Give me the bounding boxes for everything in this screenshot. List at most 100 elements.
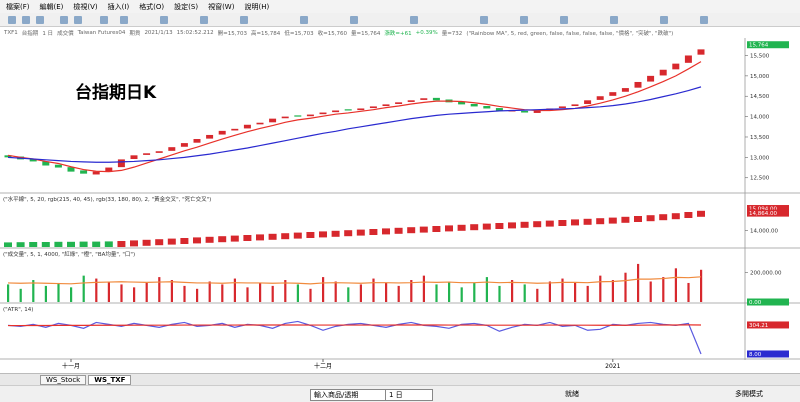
candle (67, 167, 75, 172)
pane: ("成交量", 5, 1, 4000, "紅綠", "橙", "BA均量", "… (3, 250, 789, 306)
x-tick-label: 2021 (605, 363, 620, 370)
symbol-input[interactable]: 輸入商品/透期 (310, 389, 388, 401)
volume-bar (511, 280, 514, 302)
candle (621, 88, 629, 92)
volume-bar (460, 287, 463, 302)
status: 就緒 (565, 390, 579, 398)
tool-icon[interactable] (560, 16, 568, 24)
bar (558, 220, 567, 226)
price-marker (747, 209, 789, 217)
tool-icon[interactable] (74, 16, 82, 24)
bar (29, 242, 38, 247)
tool-icon[interactable] (410, 16, 418, 24)
bar (16, 242, 25, 247)
tool-icon[interactable] (60, 16, 68, 24)
menu-item[interactable]: 插入(I) (107, 2, 130, 11)
candle (571, 104, 579, 107)
volume-bar (95, 278, 98, 302)
menu-item[interactable]: 設定(S) (174, 2, 199, 11)
candle (596, 96, 604, 100)
volume-bar (599, 275, 602, 302)
info-text: ("Rainbow MA", 5, red, green, false, fal… (466, 30, 674, 37)
candle (294, 115, 302, 117)
volume-bar (7, 284, 10, 302)
plot-bg (0, 38, 800, 373)
tool-icon[interactable] (120, 16, 128, 24)
menu-item[interactable]: 說明(H) (244, 2, 270, 11)
bar (356, 229, 365, 236)
menu-bar: 檔案(F) 編輯(E) 檢視(V) 插入(I) 格式(O) 設定(S) 視窗(W) 說明(H) (0, 0, 800, 13)
series-line (7, 320, 702, 355)
volume-bar (523, 284, 526, 302)
info-strip: TXF1 台指期 1 日成交價 Taiwan Futures04 期貨 2021/1/13… (0, 27, 800, 38)
bar (92, 241, 101, 247)
candle (432, 97, 440, 101)
menu-item[interactable]: 視窗(W) (208, 2, 235, 11)
volume-bar (271, 285, 274, 302)
volume-bar (561, 278, 564, 302)
candle (521, 110, 529, 113)
pane-label: ("ATR", 14) (3, 307, 33, 313)
bar (684, 212, 693, 218)
tool-icon[interactable] (36, 16, 44, 24)
volume-bar (485, 277, 488, 302)
tool-icon[interactable] (700, 16, 708, 24)
volume-bar (196, 288, 199, 302)
menu-item[interactable]: 編輯(E) (39, 2, 64, 11)
volume-bar (662, 277, 665, 302)
tool-icon[interactable] (100, 16, 108, 24)
info-text: 低=15,703 (284, 30, 314, 37)
tool-icon[interactable] (610, 16, 618, 24)
menu-item[interactable]: 檔案(F) (6, 2, 30, 11)
menu-item[interactable]: 檢視(V) (73, 2, 98, 11)
candle (193, 139, 201, 143)
tool-icon[interactable] (300, 16, 308, 24)
y-tick-label: 14,500 (750, 94, 770, 100)
tool-icon[interactable] (660, 16, 668, 24)
volume-bar (233, 278, 236, 302)
volume-bar (422, 275, 425, 302)
bar (659, 214, 668, 221)
bar (142, 239, 151, 246)
candle (319, 112, 327, 115)
bar (243, 235, 252, 241)
tool-icon[interactable] (480, 16, 488, 24)
price-marker-label: 14,864.00 (749, 211, 777, 217)
menu-item[interactable]: 格式(O) (139, 2, 165, 11)
bar (67, 241, 75, 247)
volume-bar (158, 277, 161, 302)
tab[interactable]: WS_Stock (40, 374, 87, 385)
bar (331, 230, 340, 237)
candle (458, 101, 466, 105)
pane: ("水平線", 5, 20, rgb(215, 40, 45), rgb(33,… (3, 195, 789, 247)
tool-icon[interactable] (22, 16, 30, 24)
period-select[interactable]: 1 日 (385, 389, 433, 401)
tool-icon[interactable] (240, 16, 248, 24)
tool-icon[interactable] (350, 16, 358, 24)
bar (306, 232, 315, 238)
tool-icon[interactable] (160, 16, 168, 24)
volume-bar (435, 284, 438, 302)
tool-icon[interactable] (520, 16, 528, 24)
candle (672, 63, 680, 70)
candle (117, 159, 125, 168)
tab[interactable]: WS_TXF (88, 374, 132, 385)
bar (470, 224, 479, 231)
price-marker-label: 0.00 (749, 300, 762, 306)
price-marker-label: 15,764 (749, 43, 769, 49)
bar (621, 216, 630, 223)
y-tick-label: 15,500 (750, 53, 770, 59)
pane: 台指期日K 12,500 13,000 13,500 14,000 14,500 15,00… (4, 41, 789, 370)
bar (407, 227, 416, 234)
info-text: 收=15,760 (317, 30, 348, 37)
tool-icon[interactable] (8, 16, 16, 24)
candle (105, 167, 113, 173)
candle (243, 124, 251, 129)
tool-icon[interactable] (200, 16, 208, 24)
volume-bar (107, 281, 110, 302)
candle (407, 100, 415, 102)
volume-bar (259, 282, 262, 302)
volume-bar (145, 282, 148, 302)
volume-bar (32, 280, 35, 302)
y-tick-label: 200,000.00 (750, 271, 782, 277)
